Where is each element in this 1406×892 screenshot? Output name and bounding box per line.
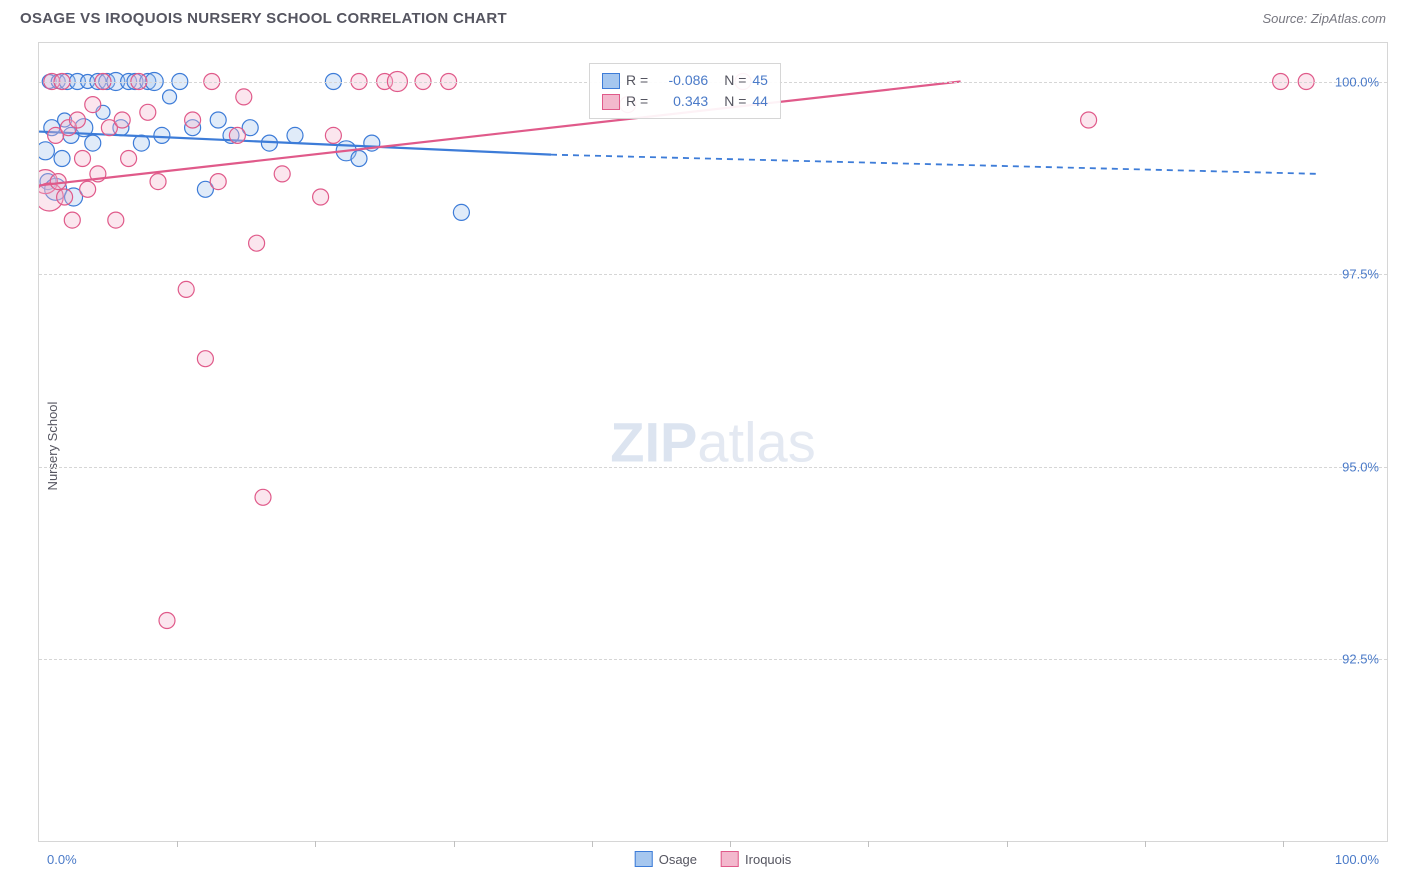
iroquois-point xyxy=(255,489,271,505)
osage-point xyxy=(39,142,54,160)
iroquois-point xyxy=(185,112,201,128)
osage-point xyxy=(210,112,226,128)
source-label: Source: ZipAtlas.com xyxy=(1262,11,1386,26)
r-value: -0.086 xyxy=(654,70,708,91)
iroquois-point xyxy=(210,174,226,190)
legend-swatch-icon xyxy=(635,851,653,867)
iroquois-point xyxy=(150,174,166,190)
iroquois-point xyxy=(85,97,101,113)
iroquois-point xyxy=(75,151,91,167)
legend-swatch-icon xyxy=(721,851,739,867)
x-tick xyxy=(454,841,455,847)
y-tick-label: 100.0% xyxy=(1335,74,1379,89)
osage-point xyxy=(287,127,303,143)
r-label: R = xyxy=(626,91,648,112)
n-value: 44 xyxy=(752,91,768,112)
iroquois-point xyxy=(197,351,213,367)
legend-swatch-icon xyxy=(602,94,620,110)
osage-point xyxy=(163,90,177,104)
x-tick xyxy=(177,841,178,847)
iroquois-point xyxy=(178,281,194,297)
gridline xyxy=(39,274,1387,275)
iroquois-point xyxy=(313,189,329,205)
iroquois-point xyxy=(64,212,80,228)
bottom-legend-item: Iroquois xyxy=(721,851,791,867)
bottom-legend-item: Osage xyxy=(635,851,697,867)
legend-row-osage: R = -0.086 N = 45 xyxy=(602,70,768,91)
chart-title: OSAGE VS IROQUOIS NURSERY SCHOOL CORRELA… xyxy=(20,10,507,27)
iroquois-point xyxy=(121,151,137,167)
x-tick xyxy=(730,841,731,847)
iroquois-point xyxy=(159,613,175,629)
y-tick-label: 97.5% xyxy=(1342,267,1379,282)
osage-trendline-extension xyxy=(551,155,1319,174)
iroquois-point xyxy=(1081,112,1097,128)
x-tick-label-max: 100.0% xyxy=(1335,852,1379,867)
x-tick xyxy=(315,841,316,847)
iroquois-point xyxy=(274,166,290,182)
osage-point xyxy=(154,127,170,143)
iroquois-point xyxy=(69,112,85,128)
x-tick xyxy=(1145,841,1146,847)
n-label: N = xyxy=(724,70,746,91)
iroquois-point xyxy=(236,89,252,105)
iroquois-point xyxy=(114,112,130,128)
y-tick-label: 92.5% xyxy=(1342,652,1379,667)
iroquois-point xyxy=(325,127,341,143)
bottom-legend: Osage Iroquois xyxy=(635,851,792,867)
chart-container: ZIPatlas 0.0% 100.0% R =-0.086N =45R =0.… xyxy=(38,42,1388,842)
x-tick xyxy=(1007,841,1008,847)
iroquois-point xyxy=(108,212,124,228)
x-tick xyxy=(868,841,869,847)
n-label: N = xyxy=(724,91,746,112)
gridline xyxy=(39,467,1387,468)
x-tick-label-min: 0.0% xyxy=(47,852,77,867)
scatter-plot xyxy=(39,43,1319,813)
iroquois-point xyxy=(249,235,265,251)
legend-swatch-icon xyxy=(602,73,620,89)
iroquois-point xyxy=(140,104,156,120)
osage-point xyxy=(453,204,469,220)
iroquois-point xyxy=(57,189,73,205)
iroquois-point xyxy=(229,127,245,143)
r-value: 0.343 xyxy=(654,91,708,112)
osage-point xyxy=(85,135,101,151)
iroquois-point xyxy=(80,181,96,197)
r-label: R = xyxy=(626,70,648,91)
legend-series-name: Osage xyxy=(659,852,697,867)
y-tick-label: 95.0% xyxy=(1342,459,1379,474)
correlation-legend: R = -0.086 N = 45 R = 0.343 N = 44 xyxy=(589,63,781,119)
osage-point xyxy=(54,151,70,167)
osage-point xyxy=(351,151,367,167)
legend-row-iroquois: R = 0.343 N = 44 xyxy=(602,91,768,112)
legend-series-name: Iroquois xyxy=(745,852,791,867)
x-tick xyxy=(592,841,593,847)
x-tick xyxy=(1283,841,1284,847)
header-bar: OSAGE VS IROQUOIS NURSERY SCHOOL CORRELA… xyxy=(0,0,1406,33)
iroquois-trendline xyxy=(39,82,961,186)
n-value: 45 xyxy=(752,70,768,91)
gridline xyxy=(39,659,1387,660)
